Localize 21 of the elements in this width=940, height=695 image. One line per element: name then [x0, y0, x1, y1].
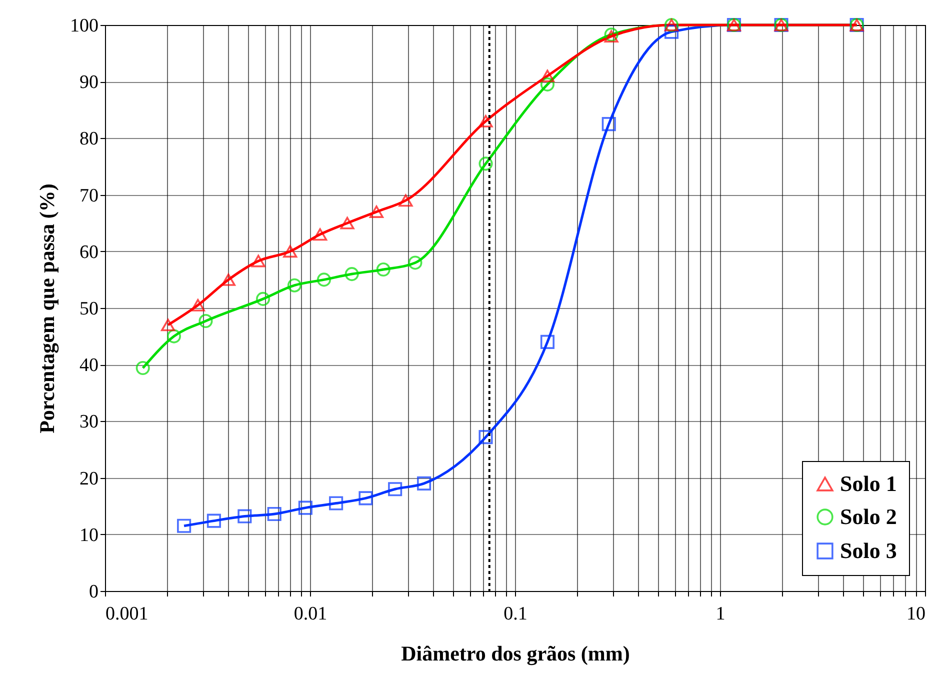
y-tick-label: 40 — [80, 355, 98, 376]
y-tick-label: 30 — [80, 412, 98, 433]
x-axis-title: Diâmetro dos grãos (mm) — [401, 642, 630, 666]
legend-label: Solo 2 — [840, 504, 897, 529]
y-tick-label: 0 — [89, 582, 98, 602]
y-tick-label: 80 — [80, 128, 98, 150]
x-tick-label: 10 — [906, 604, 926, 624]
x-tick-label: 0.1 — [504, 604, 528, 624]
x-tick-label: 0.01 — [294, 604, 328, 624]
y-tick-label: 100 — [70, 16, 98, 36]
y-tick-label: 20 — [80, 468, 98, 490]
y-tick-label: 60 — [80, 242, 98, 263]
y-tick-label: 50 — [80, 298, 98, 320]
legend-label: Solo 3 — [840, 538, 897, 563]
x-tick-label: 1 — [716, 604, 726, 624]
y-axis-title: Porcentagem que passa (%) — [35, 184, 59, 434]
x-tick-label: 0.001 — [106, 604, 148, 624]
y-tick-label: 10 — [80, 524, 98, 546]
legend-label: Solo 1 — [840, 471, 897, 496]
y-tick-label: 90 — [80, 72, 98, 94]
y-tick-label: 70 — [80, 185, 98, 206]
